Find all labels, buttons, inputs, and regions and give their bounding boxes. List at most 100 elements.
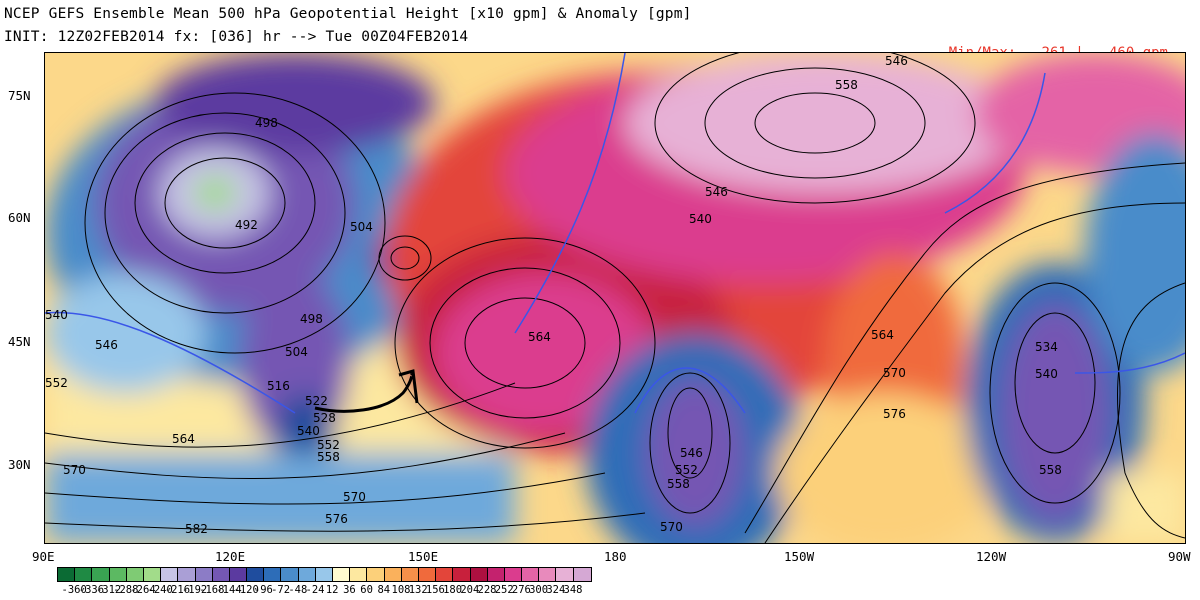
anomaly-map: 546 558 498 492 504 546 540 540 546 552 … [44,52,1186,544]
colorbar-cell [487,568,505,581]
colorbar-cell [556,568,574,581]
height-label: 522 [305,394,328,408]
colorbar-label: 300 [529,584,549,596]
colorbar-cell [298,568,316,581]
height-label: 540 [1035,367,1058,381]
colorbar-cell [367,568,385,581]
colorbar-labels: -360 -336 -312 -288 -264 -240 -216 -192 -168 -144… [0,584,1200,598]
colorbar-cell [418,568,437,581]
height-label: 552 [317,438,340,452]
colorbar-cell [333,568,351,581]
height-label: 498 [300,312,323,326]
colorbar-cell [470,568,488,581]
colorbar-cell [109,568,127,581]
height-label: 540 [45,308,68,322]
height-label: 558 [667,477,690,491]
height-label: 564 [871,328,894,342]
colorbar-label: 228 [477,584,497,596]
colorbar-label: 84 [377,584,391,596]
height-label: 540 [297,424,320,438]
colorbar-cell [573,568,591,581]
colorbar-label: -240 [147,584,173,596]
colorbar-label: -216 [164,584,191,596]
height-label: 558 [317,450,340,464]
colorbar-label: -144 [216,584,242,596]
height-label: 540 [689,212,712,226]
colorbar-label: -72 [271,584,291,596]
colorbar-label: -336 [78,584,105,596]
height-label: 504 [350,220,373,234]
colorbar-label: -312 [95,584,122,596]
height-label: 492 [235,218,258,232]
height-label: 546 [885,54,908,68]
height-label: 552 [675,463,698,477]
colorbar-cell [504,568,523,581]
colorbar-cell [453,568,471,581]
init-time-line: INIT: 12Z02FEB2014 fx: [036] hr --> Tue … [4,29,469,45]
colorbar-label: 180 [443,584,463,596]
colorbar-cell [75,568,93,581]
colorbar-label: -48 [288,584,308,596]
anomaly-field [45,53,1185,543]
colorbar-label: -360 [61,584,87,596]
colorbar-label: 156 [425,584,445,596]
lat-label-75n: 75N [8,88,31,103]
colorbar-cell [281,568,299,581]
lon-label-90w: 90W [1168,549,1191,564]
height-label: 546 [95,338,118,352]
height-label: 582 [185,522,208,536]
colorbar-label: -24 [305,584,325,596]
colorbar-label: 204 [460,584,480,596]
colorbar-label: -192 [181,584,208,596]
height-label: 576 [883,407,906,421]
colorbar-cell [161,568,179,581]
height-label-layer: 546 558 498 492 504 546 540 540 546 552 … [45,54,1062,536]
colorbar-cell [539,568,557,581]
colorbar-label: 348 [563,584,583,596]
lon-label-120e: 120E [215,549,246,564]
lat-label-45n: 45N [8,334,31,349]
colorbar-cell [315,568,333,581]
height-label: 516 [267,379,290,393]
colorbar-cell [522,568,540,581]
lat-label-60n: 60N [8,210,31,225]
height-label: 534 [1035,340,1058,354]
colorbar-label: 324 [546,584,566,596]
colorbar-label: 252 [494,584,514,596]
colorbar-label: -120 [233,584,259,596]
height-label: 564 [172,432,195,446]
height-label: 576 [325,512,348,526]
height-label: 546 [705,185,728,199]
map-canvas: 546 558 498 492 504 546 540 540 546 552 … [45,53,1185,543]
colorbar-cell [229,568,248,581]
colorbar [57,567,592,582]
colorbar-label: 276 [511,584,531,596]
jet-arrow [314,369,419,413]
lon-label-90e: 90E [32,549,55,564]
lon-label-180: 180 [604,549,627,564]
height-label: 552 [45,376,68,390]
height-label: 564 [528,330,551,344]
lon-label-150w: 150W [784,549,815,564]
height-label: 528 [313,411,336,425]
colorbar-label: 12 [325,584,339,596]
colorbar-cell [350,568,368,581]
colorbar-cell [58,568,76,581]
colorbar-cell [212,568,230,581]
height-label: 570 [660,520,683,534]
colorbar-label: -168 [199,584,225,596]
height-label: 498 [255,116,278,130]
colorbar-cell [178,568,196,581]
lon-label-120w: 120W [976,549,1007,564]
colorbar-label: 60 [360,584,373,596]
colorbar-cell [264,568,282,581]
colorbar-cell [92,568,110,581]
lon-label-150e: 150E [408,549,439,564]
height-label: 504 [285,345,308,359]
colorbar-label: -288 [113,584,139,596]
colorbar-label: 36 [343,584,356,596]
colorbar-cell [436,568,454,581]
height-label: 570 [883,366,906,380]
colorbar-cell [384,568,402,581]
colorbar-label: 132 [408,584,428,596]
